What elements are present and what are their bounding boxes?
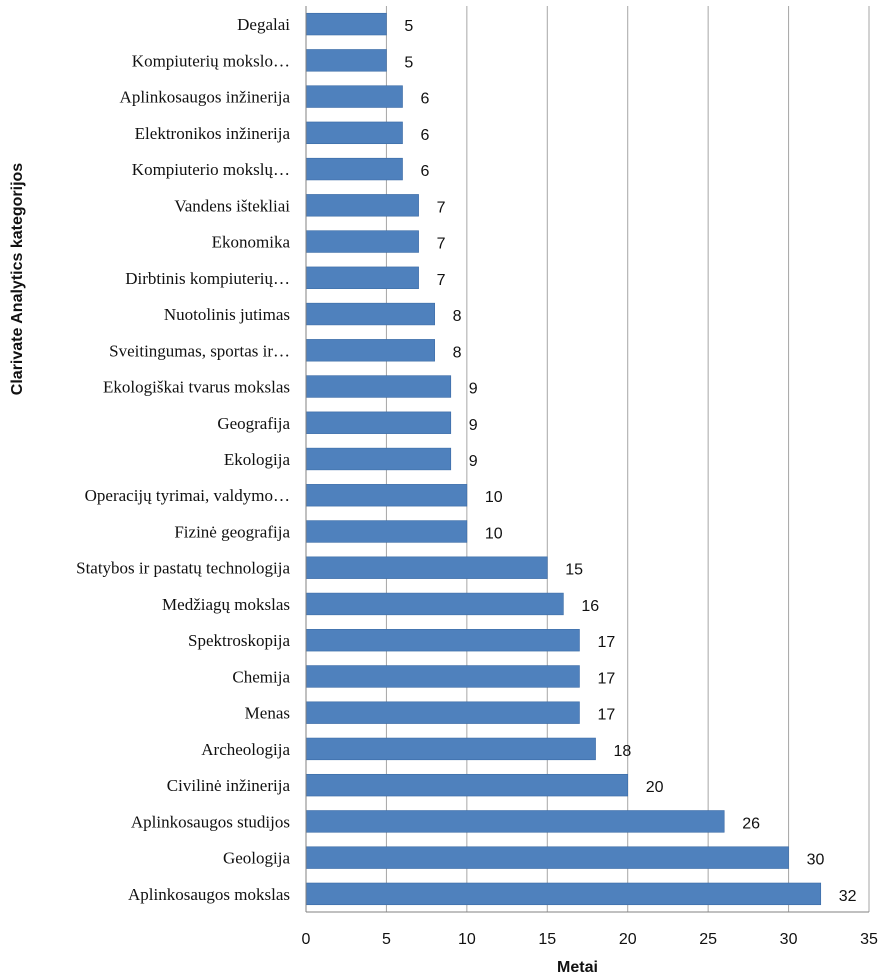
bar	[305, 737, 596, 761]
value-label: 7	[437, 199, 446, 216]
category-label: Ekologiškai tvarus mokslas	[103, 378, 290, 397]
bar	[305, 230, 419, 253]
value-label: 26	[742, 815, 760, 832]
bar	[305, 12, 387, 36]
value-label: 9	[469, 417, 478, 434]
category-label: Archeologija	[201, 740, 290, 759]
category-label: Degalai	[237, 15, 290, 34]
bar	[305, 846, 789, 869]
category-label: Geologija	[223, 849, 290, 868]
bar	[305, 629, 580, 652]
bar	[305, 701, 580, 724]
bar	[305, 302, 435, 326]
value-label: 17	[597, 634, 615, 651]
x-axis-title: Metai	[557, 959, 598, 976]
bar	[305, 773, 629, 797]
category-label: Dirbtinis kompiuterių…	[125, 269, 290, 288]
category-label: Ekonomika	[212, 233, 291, 252]
category-label: Nuotolinis jutimas	[164, 305, 290, 324]
bar	[305, 484, 468, 507]
x-tick-label: 25	[699, 931, 717, 948]
grid-layer	[385, 6, 870, 912]
y-axis-title: Clarivate Analytics kategorijos	[9, 163, 26, 395]
x-tick-label: 5	[382, 931, 391, 948]
category-label: Medžiagų mokslas	[162, 595, 290, 614]
bar	[305, 665, 580, 688]
category-label: Operacijų tyrimai, valdymo…	[85, 486, 290, 505]
category-label: Chemija	[232, 667, 290, 686]
category-label: Fizinė geografija	[174, 522, 290, 541]
value-label: 6	[421, 163, 430, 180]
category-label: Menas	[245, 704, 290, 723]
value-label: 20	[646, 779, 664, 796]
x-tick-label: 15	[538, 931, 556, 948]
value-label: 10	[485, 525, 503, 542]
bar	[305, 556, 548, 579]
bar	[305, 411, 452, 434]
category-label: Aplinkosaugos studijos	[131, 812, 290, 831]
category-label: Kompiuterio mokslų…	[132, 160, 290, 179]
value-label: 9	[469, 381, 478, 398]
value-label: 32	[839, 888, 857, 905]
category-label: Aplinkosaugos inžinerija	[120, 88, 291, 107]
value-label: 5	[404, 18, 413, 35]
category-label: Aplinkosaugos mokslas	[128, 885, 290, 904]
value-label: 7	[437, 272, 446, 289]
value-label: 10	[485, 489, 503, 506]
category-label: Vandens ištekliai	[174, 196, 290, 215]
value-label: 15	[565, 562, 583, 579]
x-tick-label: 20	[619, 931, 637, 948]
bar	[305, 194, 419, 217]
value-label: 7	[437, 236, 446, 253]
value-label: 9	[469, 453, 478, 470]
category-label: Spektroskopija	[188, 631, 290, 650]
x-tick-label: 0	[302, 931, 311, 948]
value-label: 8	[453, 308, 462, 325]
value-label: 5	[404, 54, 413, 71]
value-label: 30	[807, 852, 825, 869]
bar	[305, 375, 452, 398]
bar	[305, 592, 564, 616]
category-label: Elektronikos inžinerija	[135, 124, 291, 143]
value-label: 16	[581, 598, 599, 615]
x-tick-label: 35	[860, 931, 878, 948]
bar-layer	[305, 12, 822, 906]
bar	[305, 121, 403, 145]
category-label: Ekologija	[224, 450, 291, 469]
bar	[305, 447, 452, 471]
x-tick-label: 30	[780, 931, 798, 948]
value-label: 8	[453, 344, 462, 361]
bar	[305, 520, 468, 543]
bar	[305, 266, 419, 289]
value-label: 17	[597, 707, 615, 724]
value-label: 6	[421, 127, 430, 144]
category-label: Statybos ir pastatų technologija	[76, 559, 290, 578]
value-label: 18	[614, 743, 632, 760]
bar	[305, 85, 403, 108]
value-label: 6	[421, 91, 430, 108]
category-label: Civilinė inžinerija	[167, 776, 291, 795]
category-label: Kompiuterių mokslo…	[132, 51, 290, 70]
bar	[305, 49, 387, 72]
bar	[305, 882, 822, 906]
label-layer: Degalai 5 Kompiuterių mokslo… 5 Aplinkosaugo…	[76, 15, 857, 905]
x-tick-label: 10	[458, 931, 476, 948]
bar	[305, 339, 435, 362]
bar	[305, 157, 403, 181]
value-label: 17	[597, 670, 615, 687]
category-label: Sveitingumas, sportas ir…	[109, 341, 290, 360]
category-label: Geografija	[217, 414, 290, 433]
axis-layer: 0 5 10 15 20 25 30 35	[302, 6, 878, 948]
bar	[305, 810, 725, 833]
